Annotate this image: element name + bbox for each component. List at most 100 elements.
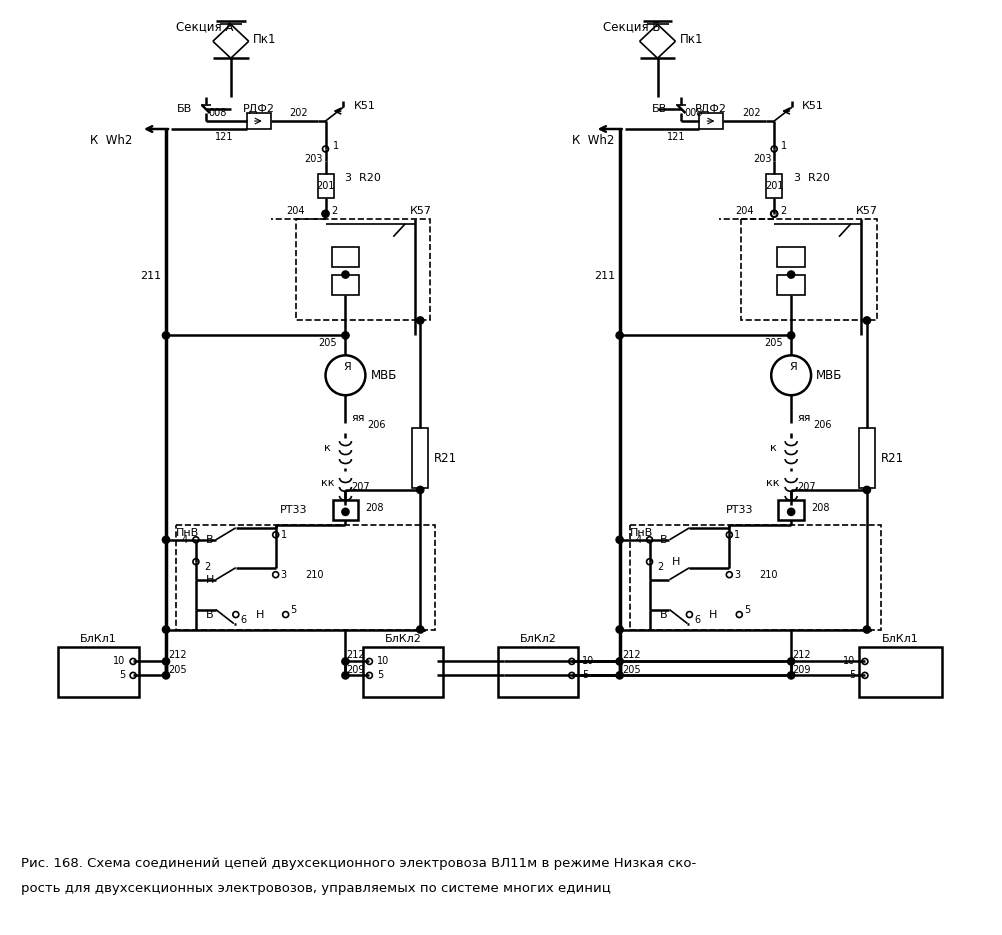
Text: Н: Н bbox=[670, 556, 679, 567]
Text: К57: К57 bbox=[410, 206, 432, 216]
Circle shape bbox=[685, 611, 691, 617]
Bar bbox=[858, 647, 941, 698]
Text: В: В bbox=[659, 610, 666, 620]
Text: 203: 203 bbox=[753, 154, 771, 164]
Text: В: В bbox=[659, 535, 666, 545]
Bar bbox=[629, 525, 880, 629]
Bar bbox=[777, 247, 805, 266]
Text: 2: 2 bbox=[780, 206, 786, 216]
Circle shape bbox=[861, 672, 867, 679]
Circle shape bbox=[130, 672, 136, 679]
Text: 202: 202 bbox=[289, 108, 308, 118]
Bar bbox=[246, 113, 271, 129]
Circle shape bbox=[322, 210, 329, 217]
Text: МВБ: МВБ bbox=[370, 368, 397, 381]
Circle shape bbox=[787, 672, 794, 679]
Bar bbox=[777, 275, 805, 295]
Text: МВБ: МВБ bbox=[816, 368, 842, 381]
Text: 5: 5 bbox=[291, 605, 297, 614]
Text: К51: К51 bbox=[802, 101, 824, 111]
Text: 211: 211 bbox=[140, 270, 161, 280]
Text: R21: R21 bbox=[880, 452, 903, 465]
Text: 121: 121 bbox=[214, 132, 232, 142]
Text: 209: 209 bbox=[791, 666, 810, 675]
Circle shape bbox=[735, 611, 741, 617]
Circle shape bbox=[725, 571, 731, 578]
Bar bbox=[740, 219, 876, 321]
Text: Рис. 168. Схема соединений цепей двухсекционного электровоза ВЛ11м в режиме Низк: Рис. 168. Схема соединений цепей двухсек… bbox=[21, 856, 696, 870]
Text: 212: 212 bbox=[168, 651, 187, 660]
Text: 2: 2 bbox=[203, 562, 210, 571]
Text: 203: 203 bbox=[304, 154, 323, 164]
Circle shape bbox=[771, 146, 777, 152]
Text: Н: Н bbox=[708, 610, 716, 620]
Text: 207: 207 bbox=[797, 482, 815, 492]
Circle shape bbox=[342, 271, 349, 278]
Circle shape bbox=[863, 486, 870, 494]
Text: 204: 204 bbox=[287, 206, 305, 216]
Text: БлКл2: БлКл2 bbox=[519, 635, 556, 644]
Bar bbox=[766, 174, 782, 198]
Text: 201: 201 bbox=[765, 180, 783, 191]
Text: Пк1: Пк1 bbox=[678, 33, 702, 46]
Bar bbox=[363, 647, 443, 698]
Text: 2: 2 bbox=[657, 562, 663, 571]
Text: 212: 212 bbox=[791, 651, 810, 660]
Text: 10: 10 bbox=[113, 656, 125, 667]
Text: РТ33: РТ33 bbox=[725, 505, 753, 515]
Text: Секция Б: Секция Б bbox=[602, 20, 659, 33]
Text: R21: R21 bbox=[434, 452, 457, 465]
Text: 210: 210 bbox=[306, 569, 324, 580]
Text: К  Wh2: К Wh2 bbox=[90, 135, 132, 148]
Circle shape bbox=[417, 317, 423, 324]
Text: яя: яя bbox=[351, 413, 365, 424]
Text: 6: 6 bbox=[240, 614, 246, 625]
Bar bbox=[296, 219, 430, 321]
Circle shape bbox=[323, 146, 329, 152]
Text: 5: 5 bbox=[743, 605, 749, 614]
Bar bbox=[778, 500, 804, 520]
Text: 205: 205 bbox=[621, 666, 640, 675]
Circle shape bbox=[568, 672, 574, 679]
Text: 121: 121 bbox=[666, 132, 685, 142]
Circle shape bbox=[615, 626, 622, 633]
Text: 5: 5 bbox=[119, 670, 125, 681]
Text: 10: 10 bbox=[581, 656, 593, 667]
Circle shape bbox=[787, 271, 794, 278]
Text: к: к bbox=[770, 443, 776, 453]
Text: 3  R20: 3 R20 bbox=[345, 173, 381, 183]
Text: 208: 208 bbox=[811, 503, 829, 513]
Circle shape bbox=[615, 537, 622, 543]
Text: 208: 208 bbox=[365, 503, 384, 513]
Circle shape bbox=[366, 658, 372, 665]
Circle shape bbox=[283, 611, 289, 617]
Circle shape bbox=[192, 537, 198, 543]
Circle shape bbox=[366, 672, 372, 679]
Text: к: к bbox=[324, 443, 331, 453]
Text: 205: 205 bbox=[318, 338, 337, 349]
Circle shape bbox=[326, 355, 365, 396]
Circle shape bbox=[787, 509, 794, 515]
Bar bbox=[58, 647, 139, 698]
Text: 211: 211 bbox=[593, 270, 614, 280]
Circle shape bbox=[615, 672, 622, 679]
Text: 3  R20: 3 R20 bbox=[794, 173, 830, 183]
Circle shape bbox=[417, 626, 423, 633]
Circle shape bbox=[342, 332, 349, 338]
Text: рость для двухсекционных электровозов, управляемых по системе многих единиц: рость для двухсекционных электровозов, у… bbox=[21, 882, 610, 895]
Circle shape bbox=[273, 571, 279, 578]
Circle shape bbox=[771, 355, 811, 396]
Text: ПнВ: ПнВ bbox=[629, 527, 652, 538]
Text: 10: 10 bbox=[377, 656, 389, 667]
Text: Пк1: Пк1 bbox=[253, 33, 276, 46]
Circle shape bbox=[342, 509, 349, 515]
Text: РДФ2: РДФ2 bbox=[242, 104, 275, 114]
Text: 206: 206 bbox=[367, 420, 386, 430]
Text: кк: кк bbox=[766, 478, 780, 488]
Text: Н: Н bbox=[256, 610, 264, 620]
Text: Н: Н bbox=[205, 575, 213, 584]
Text: 008: 008 bbox=[208, 108, 226, 118]
Circle shape bbox=[771, 210, 777, 217]
Bar bbox=[332, 275, 359, 295]
Circle shape bbox=[417, 486, 423, 494]
